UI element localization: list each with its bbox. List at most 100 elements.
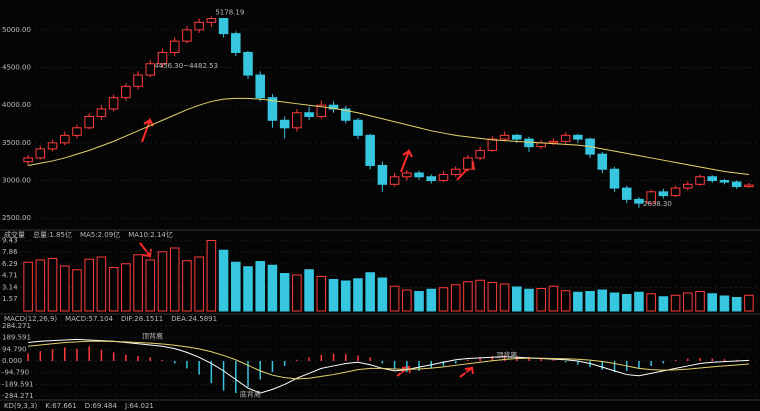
candle-body xyxy=(560,134,571,142)
volume-bar xyxy=(646,293,656,312)
y-tick-label: 189.591 xyxy=(2,334,31,342)
candle-body xyxy=(499,134,510,140)
volume-bar xyxy=(658,296,669,312)
candle-body xyxy=(194,21,204,31)
candle-body xyxy=(340,108,351,121)
candle-body xyxy=(328,104,339,110)
candle-body xyxy=(719,180,730,183)
arrow xyxy=(400,148,413,173)
ma-line xyxy=(28,97,749,176)
volume-bar xyxy=(414,291,424,312)
macd-annotation: 底背离 xyxy=(240,389,261,398)
y-tick-label: 3500.00 xyxy=(2,139,31,147)
volume-bar xyxy=(621,294,632,312)
candle-body xyxy=(621,187,632,200)
candle-body xyxy=(304,112,314,117)
y-tick-label: 4000.00 xyxy=(2,101,31,109)
candle-body xyxy=(365,134,375,166)
volume-bar xyxy=(218,249,229,312)
candle-body xyxy=(206,18,217,23)
price-annotation: 2638.30 xyxy=(643,200,672,208)
candle-body xyxy=(243,51,253,76)
candle-body xyxy=(59,134,70,144)
volume-bar xyxy=(731,297,742,312)
volume-bar xyxy=(585,291,595,312)
y-tick-label: 1.57 xyxy=(2,295,18,303)
panel-header: 总量:1.85亿 xyxy=(33,230,72,239)
candle-body xyxy=(414,172,424,178)
y-tick-label: 4.71 xyxy=(2,272,18,280)
volume-bar xyxy=(157,251,168,312)
panel-header: MA10:2.14亿 xyxy=(128,230,173,239)
macd-annotation: 顶背离 xyxy=(496,350,517,359)
volume-bar xyxy=(328,279,339,312)
volume-bar xyxy=(243,266,253,312)
candle-body xyxy=(35,148,46,159)
volume-bar xyxy=(634,291,644,312)
volume-bar xyxy=(353,278,363,312)
volume-bar xyxy=(389,285,400,312)
volume-bar xyxy=(475,279,485,312)
candle-body xyxy=(731,181,742,188)
volume-bar xyxy=(133,254,143,312)
volume-bar xyxy=(72,269,82,312)
y-tick-label: 2500.00 xyxy=(2,214,31,222)
volume-bar xyxy=(524,288,534,312)
volume-bar xyxy=(279,273,290,312)
candle-body xyxy=(292,112,302,129)
candle-body xyxy=(231,33,241,53)
candle-body xyxy=(511,134,522,140)
price-annotation: 5178.19 xyxy=(215,8,244,16)
volume-bar xyxy=(695,291,705,312)
dif-line xyxy=(28,338,749,394)
y-tick-label: 6.29 xyxy=(2,260,18,268)
y-tick-label: 3000.00 xyxy=(2,177,31,185)
candle-body xyxy=(279,119,290,129)
price-annotation: 4456.30~4482.53 xyxy=(154,62,218,70)
panel-header: J:64.021 xyxy=(124,402,154,410)
volume-bar xyxy=(744,294,754,312)
panel-header: MACD(12,26,9) xyxy=(4,315,57,323)
volume-bar xyxy=(194,256,204,312)
arrow xyxy=(459,366,474,378)
candle-body xyxy=(744,184,754,188)
volume-bar xyxy=(231,261,241,312)
candle-body xyxy=(72,127,82,136)
volume-bar xyxy=(59,265,70,312)
candle-body xyxy=(487,138,498,151)
candle-body xyxy=(463,157,473,170)
volume-bar xyxy=(487,282,498,312)
volume-bar xyxy=(670,294,681,312)
candle-body xyxy=(377,164,388,185)
volume-bar xyxy=(609,292,620,312)
volume-bar xyxy=(402,289,412,312)
volume-bar xyxy=(548,285,559,312)
volume-bar xyxy=(719,295,730,312)
candle-body xyxy=(182,29,192,42)
candle-body xyxy=(597,153,608,170)
panel-header: KD(9,3,3) xyxy=(4,402,38,410)
candle-body xyxy=(524,138,534,148)
candle-body xyxy=(145,63,156,76)
panel-header: MACD:57.104 xyxy=(65,315,113,323)
panel-header: D:69.484 xyxy=(85,402,118,410)
candle-body xyxy=(353,119,363,136)
volume-bar xyxy=(292,274,302,312)
candle-body xyxy=(634,198,644,204)
volume-bar xyxy=(536,288,546,312)
candle-body xyxy=(157,51,168,65)
candle-body xyxy=(255,74,266,99)
candle-body xyxy=(646,191,656,204)
panel-header: K:67.661 xyxy=(45,402,76,410)
dea-line xyxy=(28,340,749,380)
volume-bar xyxy=(267,264,278,312)
y-tick-label: -189.591 xyxy=(2,380,33,388)
volume-bar xyxy=(573,291,583,312)
y-tick-label: 94.790 xyxy=(2,345,27,353)
volume-bar xyxy=(597,289,608,312)
candle-body xyxy=(573,134,583,140)
candle-body xyxy=(169,40,180,53)
volume-bar xyxy=(340,280,351,312)
candle-body xyxy=(402,172,412,178)
candle-body xyxy=(23,157,33,163)
